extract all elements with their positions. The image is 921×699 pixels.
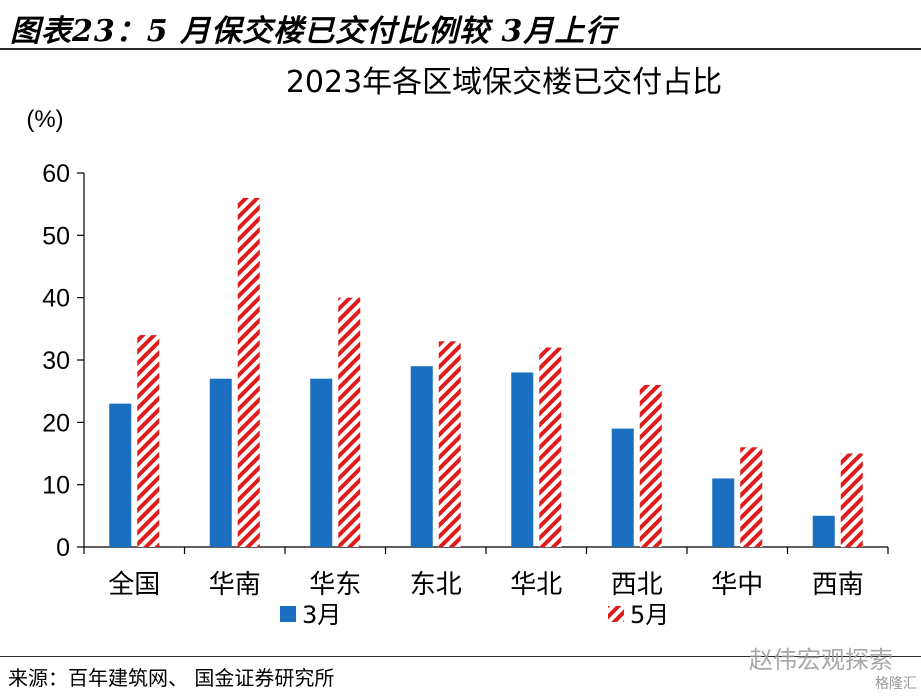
watermark: 赵伟宏观探索 <box>749 646 893 674</box>
bar-5月-华南 <box>237 197 260 547</box>
legend-label: 3月 <box>302 601 341 629</box>
bar-5月-华东 <box>338 297 361 547</box>
y-tick-label: 50 <box>42 222 70 250</box>
x-tick-label: 华中 <box>711 570 763 600</box>
x-tick-label: 华北 <box>510 570 562 600</box>
bars <box>109 197 863 547</box>
bar-5月-全国 <box>137 335 160 547</box>
legend-swatch-5月 <box>608 606 624 622</box>
y-tick-label: 0 <box>56 534 70 562</box>
x-tick-label: 西南 <box>812 570 864 600</box>
x-tick-label: 华南 <box>209 570 261 600</box>
x-tick-label: 西北 <box>611 570 663 600</box>
y-tick-label: 60 <box>42 160 70 188</box>
figure-title: 图表23：5 月保交楼已交付比例较 3月上行 <box>10 14 617 49</box>
x-axis: 全国 华南 华东 东北 华北 西北 华中 西南 <box>83 546 889 600</box>
bar-3月-华中 <box>712 478 735 547</box>
y-tick-label: 30 <box>42 347 70 375</box>
source-note: 来源：百年建筑网、 国金证券研究所 <box>8 666 335 690</box>
bar-3月-西北 <box>611 428 634 547</box>
bar-5月-东北 <box>438 341 461 547</box>
source-rule <box>0 656 921 657</box>
bar-3月-西南 <box>812 515 835 547</box>
bar-3月-全国 <box>109 403 132 547</box>
bar-5月-华北 <box>539 347 562 547</box>
legend-swatch-3月 <box>280 606 296 622</box>
y-tick-label: 20 <box>42 409 70 437</box>
bar-5月-西南 <box>840 453 863 547</box>
bar-3月-华南 <box>209 378 232 547</box>
chart-title: 2023年各区域保交楼已交付占比 <box>286 65 722 100</box>
legend-label: 5月 <box>630 601 669 629</box>
y-axis: 0 10 20 30 40 50 60 <box>42 160 85 562</box>
x-tick-label: 东北 <box>410 570 462 600</box>
bar-3月-华东 <box>310 378 333 547</box>
y-tick-label: 40 <box>42 285 70 313</box>
bar-5月-西北 <box>639 384 662 547</box>
bar-3月-东北 <box>410 366 433 547</box>
y-tick-label: 10 <box>42 472 70 500</box>
x-tick-label: 全国 <box>108 570 160 600</box>
title-rule <box>0 48 921 50</box>
watermark-badge: 格隆汇 <box>875 676 917 692</box>
y-axis-label: (%) <box>26 106 63 133</box>
bar-5月-华中 <box>740 447 763 547</box>
bar-3月-华北 <box>511 372 534 547</box>
x-tick-label: 华东 <box>309 570 361 600</box>
bar-chart: 2023年各区域保交楼已交付占比 (%) 0 10 20 30 40 50 60 全国 华南 华… <box>26 65 889 629</box>
legend: 3月 5月 <box>280 601 669 629</box>
